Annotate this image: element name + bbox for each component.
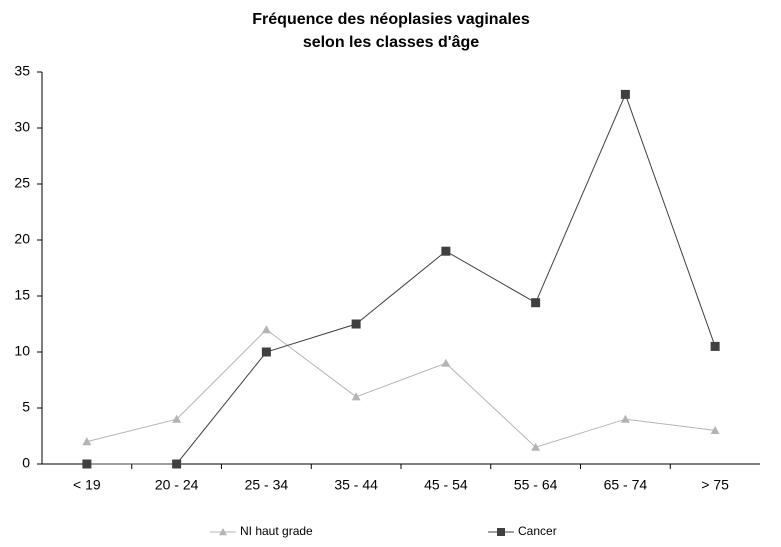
data-point	[351, 319, 361, 329]
x-tick-label: 25 - 34	[245, 477, 289, 493]
x-tick-label: 35 - 44	[334, 477, 378, 493]
x-tick-label: < 19	[73, 477, 101, 493]
data-point	[710, 341, 720, 351]
y-tick-label: 0	[22, 455, 30, 471]
x-tick-label: 55 - 64	[514, 477, 558, 493]
data-point	[261, 325, 271, 334]
data-point	[172, 459, 182, 469]
y-tick-label: 15	[14, 287, 30, 303]
data-point	[172, 414, 182, 423]
data-point	[82, 437, 92, 446]
x-tick-label: 65 - 74	[604, 477, 648, 493]
y-tick-label: 5	[22, 399, 30, 415]
data-point	[531, 442, 541, 451]
data-point	[620, 89, 630, 99]
legend-label: NI haut grade	[240, 524, 313, 538]
series-line	[86, 328, 716, 448]
y-tick-label: 30	[14, 119, 30, 135]
data-point	[351, 392, 361, 401]
y-tick-label: 10	[14, 343, 30, 359]
y-tick-label: 35	[14, 63, 30, 79]
legend-marker	[219, 528, 227, 536]
legend-label: Cancer	[518, 524, 557, 538]
data-point	[710, 425, 720, 434]
data-point	[441, 358, 451, 367]
data-point	[441, 246, 451, 256]
series-line	[86, 93, 716, 465]
y-tick-label: 20	[14, 231, 30, 247]
x-tick-label: 45 - 54	[424, 477, 468, 493]
data-point	[531, 298, 541, 308]
chart-title: Fréquence des néoplasies vaginales	[252, 11, 530, 28]
legend-marker	[497, 528, 505, 536]
data-point	[261, 347, 271, 357]
x-tick-label: 20 - 24	[155, 477, 199, 493]
data-point	[82, 459, 92, 469]
y-tick-label: 25	[14, 175, 30, 191]
data-point	[620, 414, 630, 423]
x-tick-label: > 75	[701, 477, 729, 493]
chart-title: selon les classes d'âge	[303, 34, 479, 51]
